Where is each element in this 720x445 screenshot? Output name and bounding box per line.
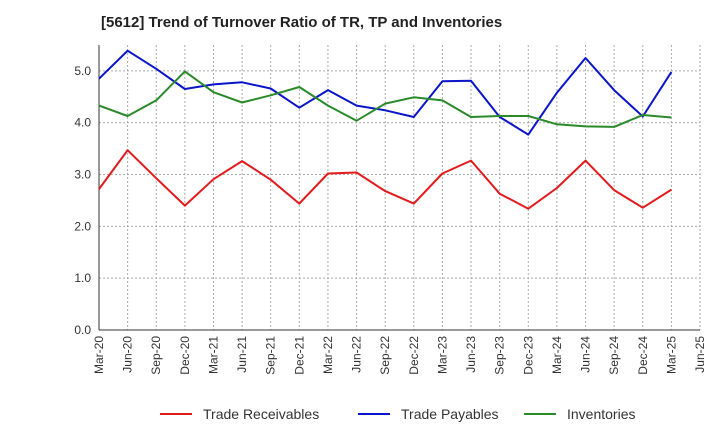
y-tick-label: 3.0 — [74, 168, 91, 182]
x-tick-label: Sep-20 — [149, 336, 163, 375]
x-tick-label: Dec-23 — [521, 336, 535, 375]
y-tick-label: 1.0 — [74, 271, 91, 285]
x-tick-label: Mar-25 — [664, 336, 678, 374]
x-tick-label: Mar-22 — [321, 336, 335, 374]
y-tick-label: 5.0 — [74, 64, 91, 78]
x-tick-label: Dec-21 — [292, 336, 306, 375]
legend-label: Trade Payables — [401, 406, 499, 422]
x-tick-label: Jun-24 — [579, 336, 593, 373]
x-tick-label: Sep-21 — [264, 336, 278, 375]
x-tick-label: Dec-24 — [636, 336, 650, 375]
x-tick-label: Mar-23 — [435, 336, 449, 374]
series-line — [98, 49, 673, 136]
x-tick-label: Dec-22 — [407, 336, 421, 375]
x-tick-label: Mar-24 — [550, 336, 564, 374]
legend-label: Inventories — [567, 406, 635, 422]
x-tick-label: Sep-24 — [607, 336, 621, 375]
x-tick-label: Jun-25 — [693, 336, 707, 373]
x-tick-label: Mar-20 — [92, 336, 106, 374]
x-tick-label: Jun-20 — [121, 336, 135, 373]
y-tick-label: 2.0 — [74, 219, 91, 233]
series-line — [98, 70, 672, 128]
x-tick-label: Sep-22 — [378, 336, 392, 375]
x-tick-label: Jun-23 — [464, 336, 478, 373]
x-tick-label: Dec-20 — [178, 336, 192, 375]
chart-title: [5612] Trend of Turnover Ratio of TR, TP… — [101, 14, 503, 31]
x-tick-label: Mar-21 — [206, 336, 220, 374]
series-line — [98, 149, 672, 210]
x-tick-label: Jun-22 — [350, 336, 364, 373]
y-tick-label: 4.0 — [74, 116, 91, 130]
x-tick-label: Sep-23 — [493, 336, 507, 375]
y-tick-label: 0.0 — [74, 323, 91, 337]
x-tick-label: Jun-21 — [235, 336, 249, 373]
legend-label: Trade Receivables — [203, 406, 319, 422]
